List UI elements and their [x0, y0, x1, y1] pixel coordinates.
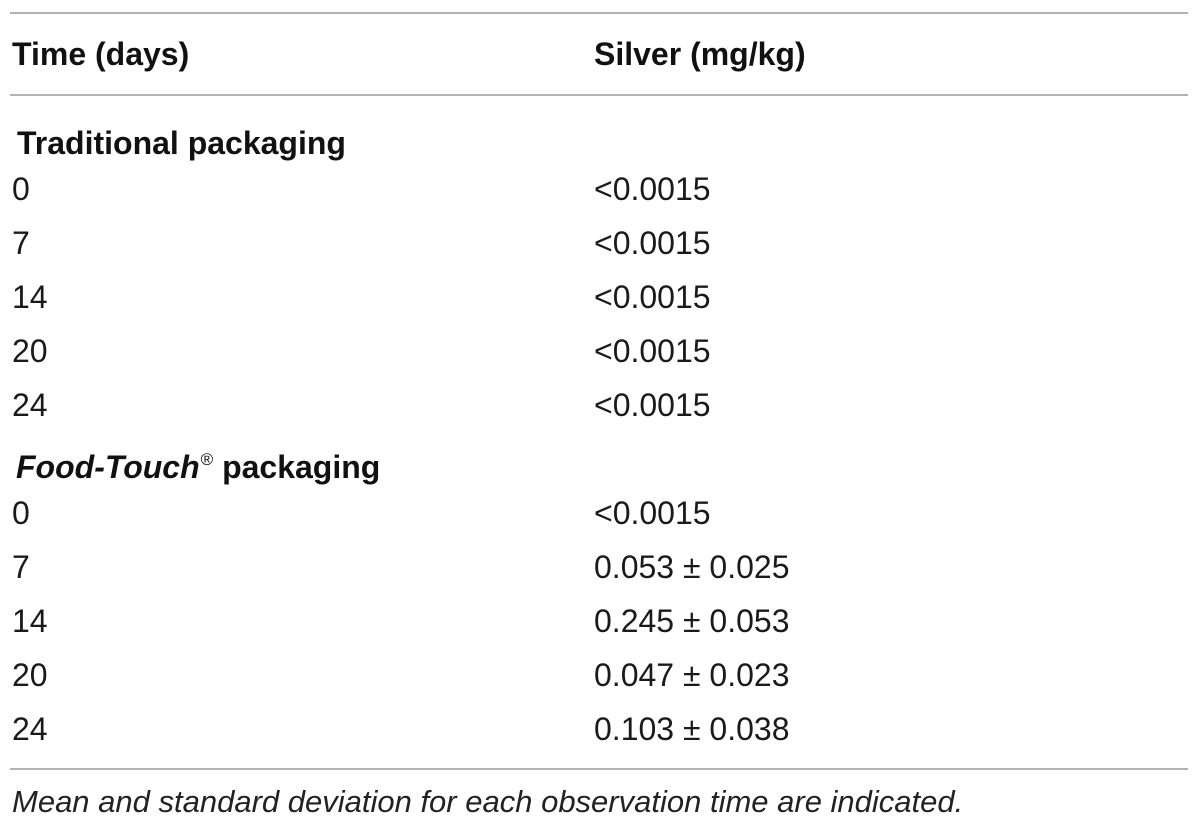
- registered-mark: ®: [200, 450, 214, 469]
- group-label-italic: Food-Touch: [16, 449, 200, 485]
- table-row-time: 20: [12, 333, 48, 369]
- table-row-silver: 0.245 ± 0.053: [594, 603, 790, 639]
- table-row-time: 7: [12, 549, 30, 585]
- group-label-text: packaging: [213, 449, 381, 485]
- table-row-silver: 0.053 ± 0.025: [594, 549, 790, 585]
- table-row-time: 14: [12, 603, 48, 639]
- table-row-silver: <0.0015: [594, 495, 711, 531]
- group-label-food-touch: Food-Touch® packaging: [16, 440, 380, 487]
- table-row-time: 24: [12, 711, 48, 747]
- table-row-silver: <0.0015: [594, 333, 711, 369]
- table-row-silver: <0.0015: [594, 225, 711, 261]
- table-top-rule: [10, 12, 1188, 14]
- table-row-time: 24: [12, 387, 48, 423]
- table-row-time: 20: [12, 657, 48, 693]
- table-row-time: 0: [12, 495, 30, 531]
- table-row-silver: 0.047 ± 0.023: [594, 657, 790, 693]
- table-row-silver: <0.0015: [594, 171, 711, 207]
- header-time: Time (days): [12, 36, 190, 72]
- table-footnote: Mean and standard deviation for each obs…: [12, 784, 964, 819]
- group-label-text: Traditional packaging: [17, 125, 346, 161]
- table-row-time: 14: [12, 279, 48, 315]
- group-label-traditional: Traditional packaging: [16, 116, 346, 163]
- table-header-rule: [10, 94, 1188, 96]
- table-row-silver: <0.0015: [594, 279, 711, 315]
- table-row-silver: <0.0015: [594, 387, 711, 423]
- table-row-silver: 0.103 ± 0.038: [594, 711, 790, 747]
- table-bottom-rule: [10, 768, 1188, 770]
- table-row-time: 7: [12, 225, 30, 261]
- table-row-time: 0: [12, 171, 30, 207]
- header-silver: Silver (mg/kg): [594, 36, 806, 72]
